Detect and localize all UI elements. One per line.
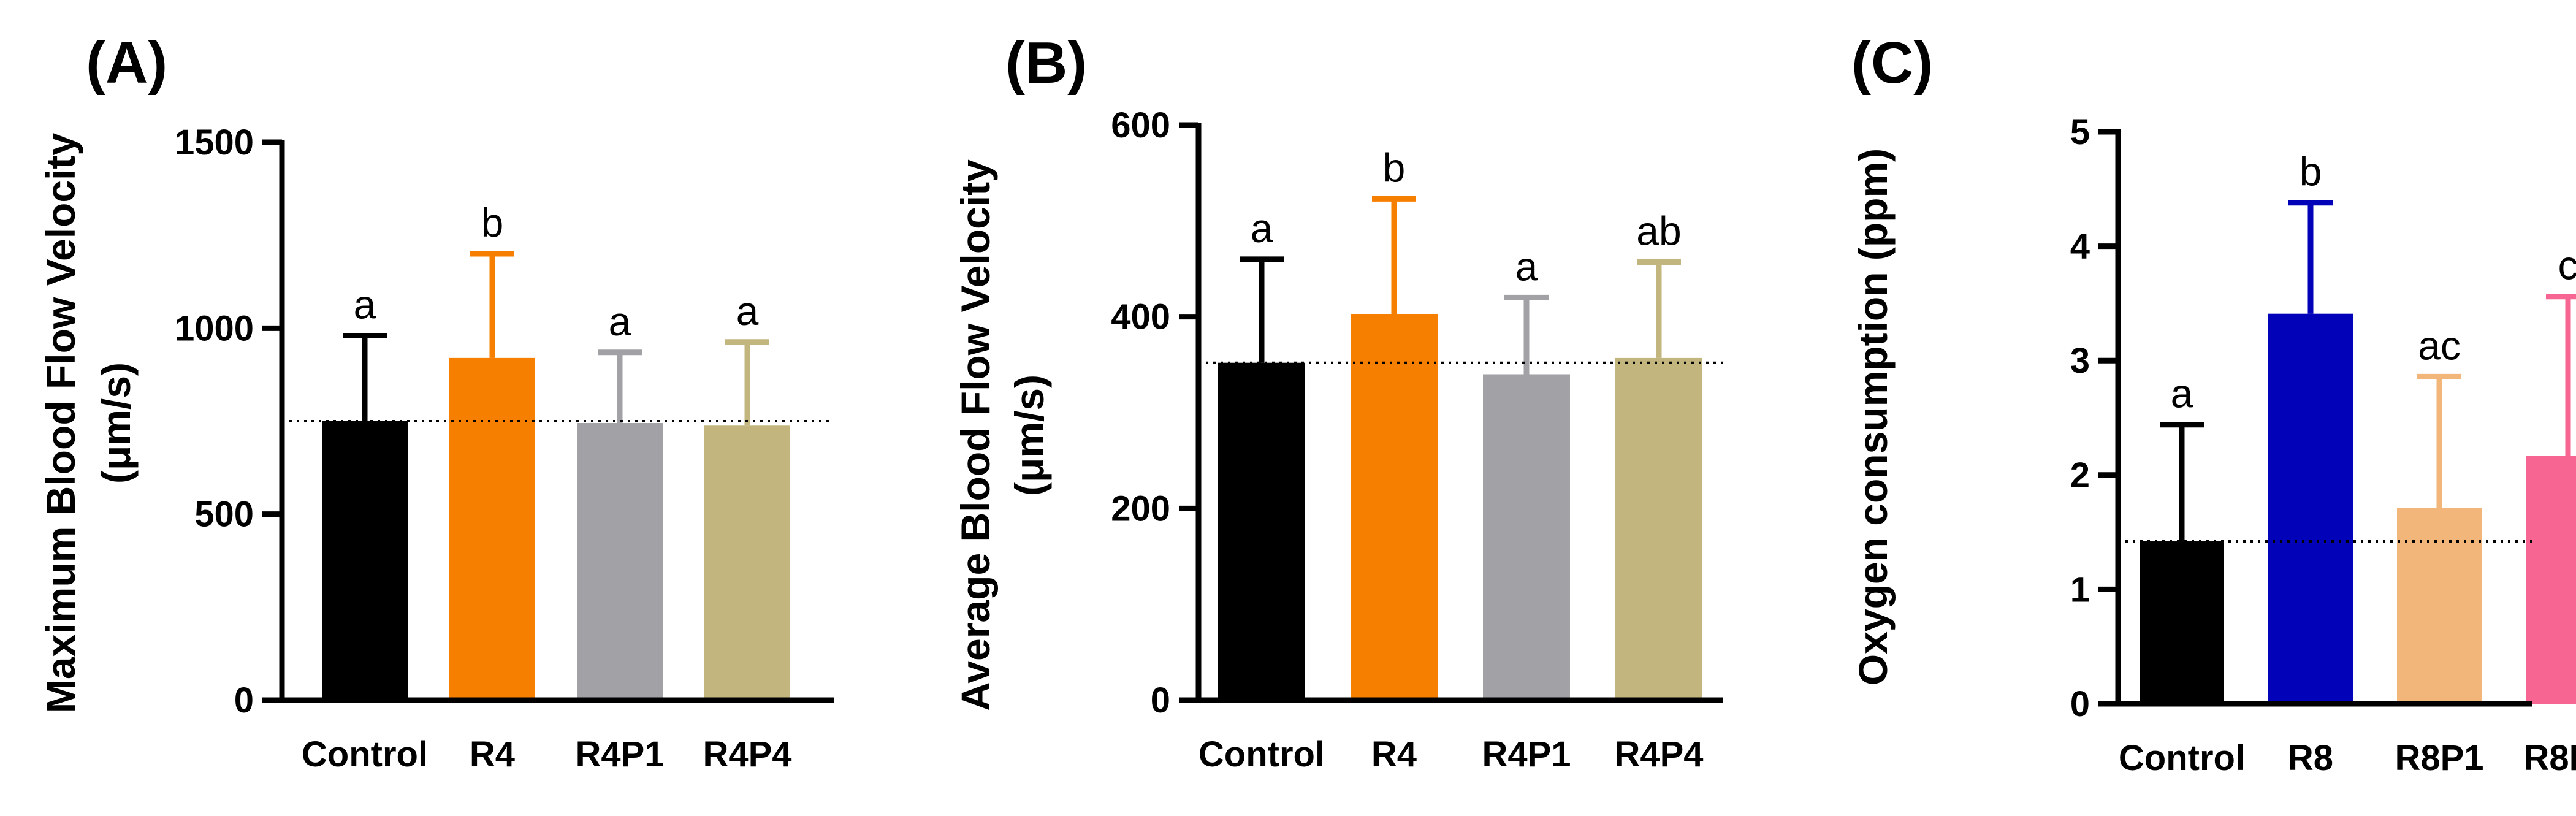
x-tick-label: R4 (470, 734, 515, 774)
y-tick-label: 400 (1111, 297, 1170, 337)
plot-area: a Control b R4 a R4P1 ab R4P4 0 200 400 600 (1111, 105, 1723, 774)
x-tick-label: R4P4 (703, 734, 791, 774)
significance-label: b (2300, 149, 2322, 194)
y-tick-label: 500 (194, 495, 254, 535)
y-tick-label: 1000 (175, 308, 254, 348)
bar-r4p4 (704, 425, 790, 700)
y-axis-unit: (μm/s) (93, 362, 139, 484)
y-tick-label: 3 (2070, 341, 2090, 381)
significance-label: a (1251, 205, 1273, 251)
y-tick-label: 0 (1151, 681, 1170, 720)
significance-label: b (481, 200, 504, 245)
y-tick-label: 1 (2070, 570, 2090, 609)
y-tick-label: 0 (2070, 684, 2090, 724)
significance-label: a (1515, 243, 1538, 289)
y-axis-title: Maximum Blood Flow Velocity (38, 133, 83, 713)
bar-control (1218, 362, 1305, 700)
bar-r4 (1351, 313, 1438, 700)
panel-b: (B) Average Blood Flow Velocity (μm/s) a… (953, 30, 1723, 774)
x-tick-label: R8P1 (2395, 738, 2483, 778)
panel-label: (B) (1005, 30, 1087, 96)
y-tick-label: 200 (1111, 489, 1170, 528)
x-tick-label: R8 (2288, 738, 2333, 778)
x-tick-label: R4P4 (1614, 734, 1703, 774)
bar-control (2140, 541, 2224, 704)
bar-r8 (2268, 313, 2353, 704)
y-tick-label: 0 (234, 681, 254, 720)
bar-control (322, 421, 408, 700)
plot-area: a Control b R8 ac R8P1 c R8P4 0 1 2 3 4 5 (2070, 112, 2576, 778)
x-tick-label: R4P1 (1482, 734, 1571, 774)
bar-r4p1 (1483, 374, 1570, 700)
y-tick-label: 1500 (175, 123, 254, 162)
panel-label: (C) (1851, 30, 1933, 96)
x-tick-label: Control (302, 734, 428, 774)
significance-label: a (609, 299, 631, 344)
panel-label: (A) (86, 30, 167, 96)
significance-label: a (736, 288, 759, 334)
bar-r8p1 (2397, 508, 2482, 704)
significance-label: c (2558, 243, 2576, 288)
y-tick-label: 5 (2070, 112, 2090, 152)
y-axis-unit: (μm/s) (1007, 375, 1052, 496)
y-axis-title: Oxygen consumption (ppm) (1850, 148, 1896, 685)
significance-label: b (1383, 145, 1406, 190)
x-tick-label: Control (2119, 738, 2245, 778)
bar-r8p4 (2526, 456, 2576, 704)
y-axis-title: Average Blood Flow Velocity (953, 159, 998, 711)
bar-r4 (449, 357, 535, 700)
significance-label: ac (2418, 322, 2461, 368)
bar-r4p1 (577, 423, 663, 700)
y-tick-label: 600 (1111, 105, 1170, 145)
x-tick-label: R4 (1371, 734, 1417, 774)
significance-label: ab (1636, 208, 1681, 254)
y-tick-label: 4 (2070, 227, 2090, 267)
panel-c: (C) Oxygen consumption (ppm) a Control b R8… (1850, 30, 2576, 778)
significance-label: a (2171, 371, 2193, 416)
y-tick-label: 2 (2070, 456, 2090, 495)
x-tick-label: R4P1 (575, 734, 664, 774)
plot-area: a Control b R4 a R4P1 a R4P4 0 500 1000 1500 (175, 123, 834, 774)
x-tick-label: R8P4 (2523, 738, 2576, 778)
x-tick-label: Control (1198, 734, 1325, 774)
panel-a: (A) Maximum Blood Flow Velocity (μm/s) a… (38, 30, 834, 774)
significance-label: a (354, 281, 376, 327)
bar-r4p4 (1615, 357, 1702, 700)
